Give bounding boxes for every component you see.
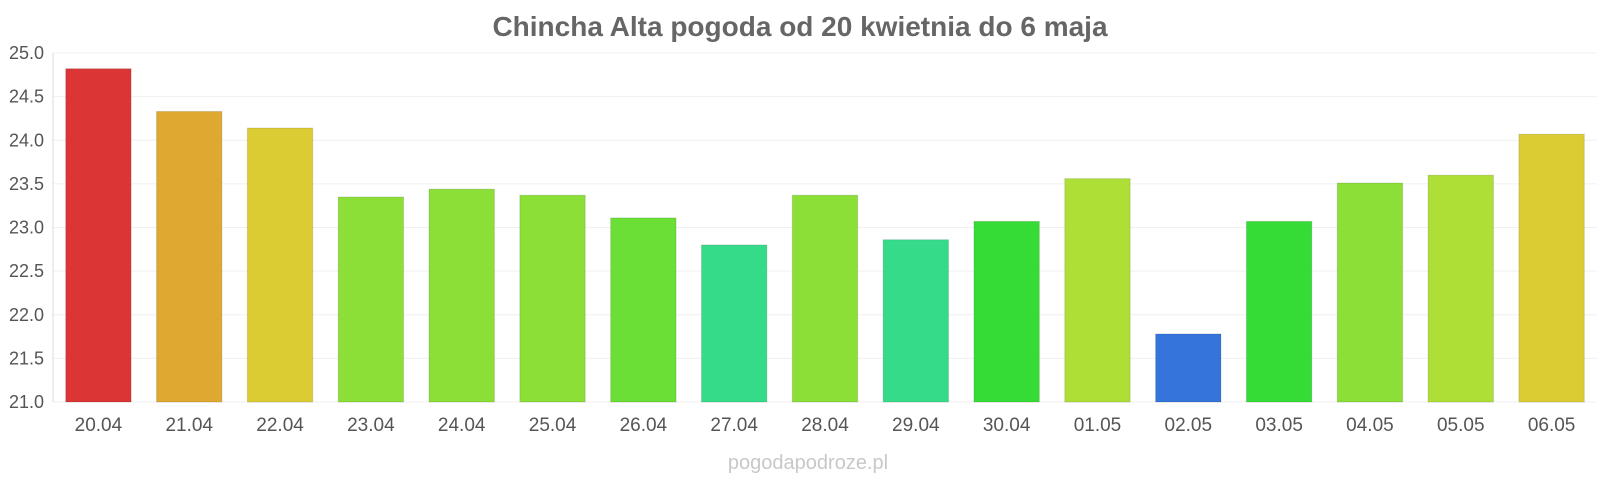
- bar: [428, 188, 495, 403]
- x-tick-label: 06.05: [1528, 415, 1576, 436]
- x-tick-label: 30.04: [983, 415, 1031, 436]
- bar: [1155, 333, 1222, 403]
- watermark: pogodapodroze.pl: [728, 452, 888, 474]
- x-tick-label: 20.04: [75, 415, 123, 436]
- y-axis-ticks: 25.0 24.5 24.0 23.5 23.0 22.5 22.0 21.5 21.0: [9, 43, 44, 412]
- x-tick-label: 02.05: [1165, 415, 1213, 436]
- x-tick-label: 03.05: [1255, 415, 1303, 436]
- bar: [1336, 182, 1404, 403]
- bar: [156, 110, 223, 403]
- bar: [337, 196, 405, 403]
- y-tick-label: 24.5: [9, 87, 44, 107]
- x-tick-label: 21.04: [165, 415, 213, 436]
- bar: [519, 194, 586, 403]
- y-tick-label: 24.0: [9, 130, 44, 150]
- bar: [1427, 174, 1494, 403]
- bar: [1064, 178, 1131, 403]
- y-tick-label: 25.0: [9, 43, 44, 63]
- x-axis-ticks: 20.04 21.04 22.04 23.04 24.04 25.04 26.04 27.04…: [75, 415, 1576, 436]
- y-tick-label: 23.0: [9, 218, 44, 238]
- bar: [973, 220, 1040, 403]
- y-tick-label: 21.5: [9, 348, 44, 368]
- x-tick-label: 27.04: [710, 415, 758, 436]
- bar: [246, 127, 314, 403]
- x-tick-label: 26.04: [620, 415, 668, 436]
- x-tick-label: 25.04: [529, 415, 577, 436]
- bar: [791, 194, 859, 403]
- bar: [65, 68, 132, 403]
- bar: [610, 217, 677, 403]
- bar: [1518, 133, 1585, 403]
- x-tick-label: 05.05: [1437, 415, 1485, 436]
- x-tick-label: 04.05: [1346, 415, 1394, 436]
- y-tick-label: 23.5: [9, 174, 44, 194]
- bars: [65, 68, 1585, 403]
- x-tick-label: 01.05: [1074, 415, 1122, 436]
- x-tick-label: 24.04: [438, 415, 486, 436]
- bar: [1245, 220, 1313, 403]
- y-tick-label: 22.0: [9, 305, 44, 325]
- bar: [700, 244, 768, 403]
- bar: [882, 239, 950, 403]
- y-tick-label: 22.5: [9, 261, 44, 281]
- y-tick-label: 21.0: [9, 392, 44, 412]
- x-tick-label: 28.04: [801, 415, 849, 436]
- x-tick-label: 22.04: [256, 415, 304, 436]
- chart-title: Chincha Alta pogoda od 20 kwietnia do 6 …: [492, 11, 1107, 42]
- x-tick-label: 29.04: [892, 415, 940, 436]
- x-tick-label: 23.04: [347, 415, 395, 436]
